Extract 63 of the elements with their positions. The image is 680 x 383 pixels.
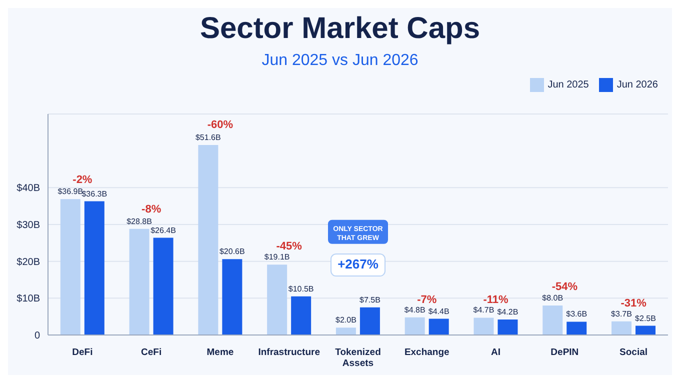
bar	[129, 228, 150, 335]
y-tick-label: $20B	[16, 256, 40, 268]
bar	[222, 259, 242, 335]
data-label: $3.6B	[566, 310, 588, 319]
data-label: $2.0B	[336, 316, 356, 325]
data-label: $7.5B	[360, 295, 380, 304]
data-label: $10.5B	[288, 284, 314, 294]
data-label: $20.6B	[220, 247, 245, 256]
bar	[291, 296, 312, 335]
data-label: $26.4B	[150, 226, 176, 235]
data-label: $8.0B	[542, 294, 564, 303]
y-tick-label: $10B	[16, 294, 40, 305]
legend-label: Jun 2025	[548, 80, 589, 91]
y-tick-label: $30B	[16, 220, 40, 232]
data-label: $51.6B	[196, 132, 221, 142]
bar	[84, 201, 104, 335]
x-tick-label: Tokenized Assets	[335, 347, 382, 369]
bar	[60, 199, 80, 335]
bar	[566, 322, 587, 335]
x-tick-label: Meme	[206, 347, 234, 358]
annotation: -11%	[483, 294, 509, 306]
annotation: -60%	[207, 118, 234, 131]
bar	[404, 317, 425, 335]
x-tick-label: DeFi	[72, 347, 93, 358]
bar	[198, 144, 218, 335]
bar	[428, 318, 449, 335]
annotation: -31%	[620, 298, 647, 310]
x-tick-label: AI	[491, 347, 501, 358]
annotation: -45%	[276, 240, 302, 253]
data-label: $28.8B	[126, 216, 152, 226]
y-tick-label: $40B	[16, 183, 40, 194]
x-tick-label: Exchange	[404, 347, 450, 358]
data-label: $2.5B	[635, 314, 656, 323]
annotation: -2%	[72, 174, 92, 186]
bar	[267, 264, 288, 335]
bar	[153, 238, 174, 335]
x-tick-label: DePIN	[550, 347, 579, 358]
annotation: -54%	[552, 281, 578, 294]
y-tick-label: 0	[34, 330, 40, 342]
chart-subtitle: Jun 2025 vs Jun 2026	[260, 52, 420, 70]
bar	[498, 320, 518, 335]
bar	[636, 326, 656, 335]
data-label: $36.9B	[58, 187, 84, 196]
data-label: $3.7B	[611, 309, 632, 318]
data-label: $19.1B	[264, 252, 290, 262]
bar	[542, 306, 563, 335]
x-tick-label: Infrastructure	[258, 347, 320, 358]
annotation: -7%	[417, 294, 437, 306]
bar	[474, 318, 494, 335]
annotation: -8%	[142, 204, 162, 216]
data-label: $4.8B	[404, 305, 426, 314]
data-label: $36.3B	[82, 189, 108, 198]
data-label: $4.7B	[473, 306, 494, 315]
data-label: $4.2B	[497, 308, 518, 317]
legend-label: Jun 2026	[616, 80, 658, 91]
bar	[336, 328, 356, 335]
bar	[360, 307, 380, 335]
chart-title: Sector Market Caps	[198, 12, 482, 46]
x-tick-label: CeFi	[141, 347, 162, 358]
annotation: +267%	[338, 256, 379, 272]
x-tick-label: Social	[620, 347, 648, 358]
data-label: $4.4B	[428, 306, 450, 316]
bar	[612, 321, 632, 335]
